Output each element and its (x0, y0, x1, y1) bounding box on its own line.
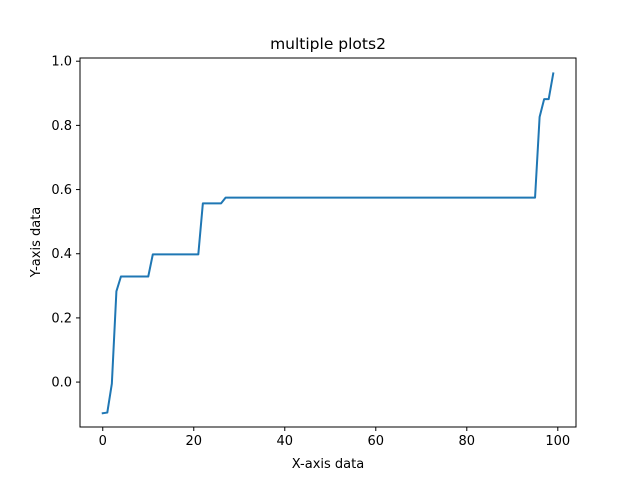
y-axis-ticks: 0.0 0.2 0.4 0.6 0.8 1.0 (51, 55, 80, 391)
x-tick-label: 80 (459, 434, 476, 449)
y-tick-label: 0.8 (51, 119, 72, 134)
y-tick-label: 0.0 (51, 376, 72, 391)
x-tick-label: 20 (185, 434, 202, 449)
x-tick-label: 60 (368, 434, 385, 449)
x-tick-label: 40 (276, 434, 293, 449)
y-tick-label: 1.0 (51, 55, 72, 70)
x-axis-label: X-axis data (292, 457, 364, 472)
chart-title: multiple plots2 (270, 35, 386, 53)
series-layer (101, 72, 555, 415)
y-axis-label: Y-axis data (29, 207, 44, 279)
x-axis-ticks: 0 20 40 60 80 100 (99, 427, 570, 449)
x-tick-label: 100 (545, 434, 570, 449)
y-tick-label: 0.4 (51, 247, 72, 262)
series-line (101, 72, 555, 415)
y-tick-label: 0.2 (51, 311, 72, 326)
axes-frame (79, 57, 577, 428)
x-tick-label: 0 (99, 434, 107, 449)
y-tick-label: 0.6 (51, 183, 72, 198)
